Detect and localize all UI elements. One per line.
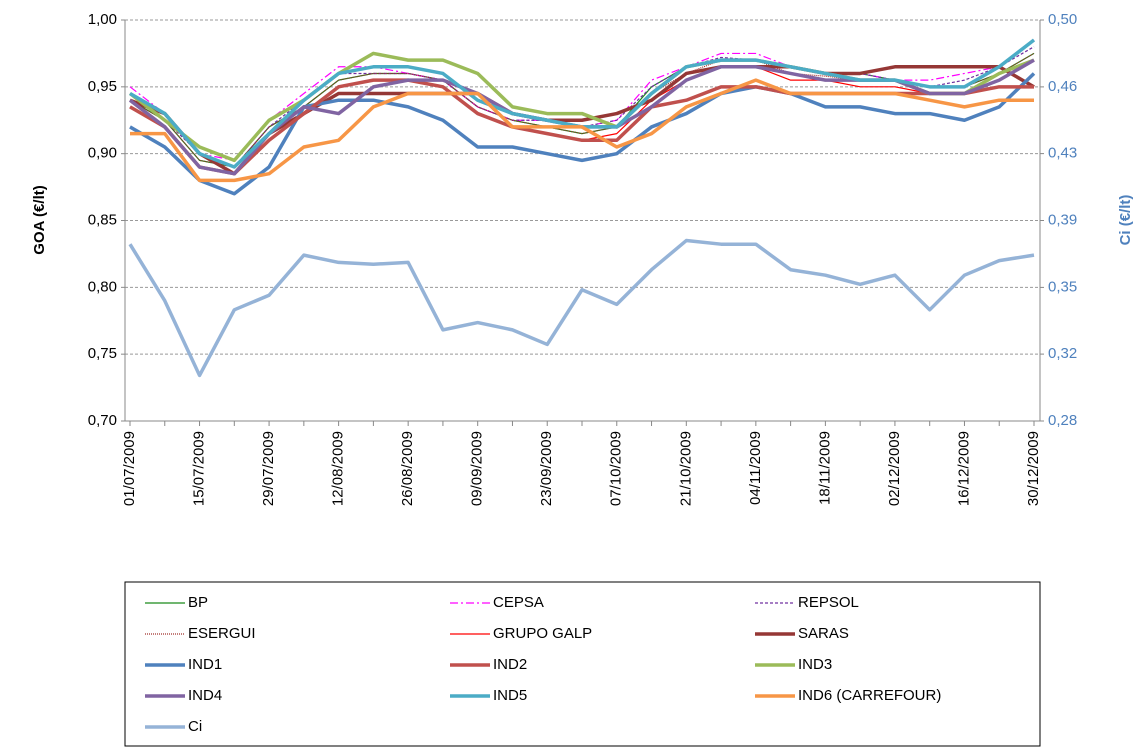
x-tick-label: 21/10/2009 — [677, 431, 694, 506]
y2-tick-label: 0,39 — [1048, 211, 1077, 228]
x-tick-label: 16/12/2009 — [955, 431, 972, 506]
series-line — [129, 72, 1036, 196]
y-tick-label: 0,75 — [88, 345, 117, 362]
series-line — [128, 238, 1035, 378]
x-tick-label: 09/09/2009 — [469, 431, 486, 506]
y2-tick-label: 0,50 — [1048, 11, 1077, 28]
series-line — [129, 52, 1035, 168]
series-line — [129, 46, 1035, 168]
series-line — [129, 38, 1036, 169]
x-tick-label: 01/07/2009 — [121, 431, 138, 506]
series-line — [130, 78, 1034, 183]
x-tick-label: 07/10/2009 — [608, 431, 625, 506]
legend-label: GRUPO GALP — [493, 625, 592, 642]
legend-label: REPSOL — [798, 594, 859, 611]
x-tick-label: 02/12/2009 — [886, 431, 903, 506]
y2-axis-label: Ci (€/lt) — [1117, 195, 1134, 246]
y-tick-label: 0,95 — [88, 78, 117, 95]
legend-label: SARAS — [798, 625, 849, 642]
legend-label: IND2 — [493, 656, 527, 673]
y2-tick-label: 0,43 — [1048, 145, 1077, 162]
legend-box — [124, 581, 1041, 747]
x-tick-label: 29/07/2009 — [260, 431, 277, 506]
y2-tick-label: 0,46 — [1048, 78, 1077, 95]
legend-label: BP — [188, 594, 208, 611]
y-axis-label: GOA (€/lt) — [31, 185, 48, 254]
series-line — [129, 52, 1035, 168]
x-tick-label: 12/08/2009 — [330, 431, 347, 506]
series-line — [129, 65, 1035, 176]
legend-label: ESERGUI — [188, 625, 256, 642]
y-tick-label: 1,00 — [88, 11, 117, 28]
y2-tick-label: 0,35 — [1048, 278, 1077, 295]
legend-label: IND3 — [798, 656, 832, 673]
y-tick-label: 0,80 — [88, 278, 117, 295]
series-line — [128, 58, 1035, 176]
y-tick-label: 0,90 — [88, 145, 117, 162]
y2-tick-label: 0,32 — [1048, 345, 1077, 362]
x-tick-label: 15/07/2009 — [191, 431, 208, 506]
x-tick-label: 18/11/2009 — [816, 431, 833, 505]
legend-label: IND1 — [188, 656, 222, 673]
y-tick-label: 0,70 — [88, 412, 117, 429]
legend-label: IND5 — [493, 687, 527, 704]
legend-label: IND4 — [188, 687, 222, 704]
y2-tick-label: 0,28 — [1048, 412, 1077, 429]
x-tick-label: 30/12/2009 — [1025, 431, 1042, 506]
series-line — [129, 59, 1035, 175]
legend-label: Ci — [188, 718, 202, 735]
x-tick-label: 04/11/2009 — [747, 431, 764, 505]
y-tick-label: 0,85 — [88, 211, 117, 228]
x-tick-label: 26/08/2009 — [399, 431, 416, 506]
legend-label: IND6 (CARREFOUR) — [798, 687, 941, 704]
legend-label: CEPSA — [493, 594, 544, 611]
x-tick-label: 23/09/2009 — [538, 431, 555, 506]
